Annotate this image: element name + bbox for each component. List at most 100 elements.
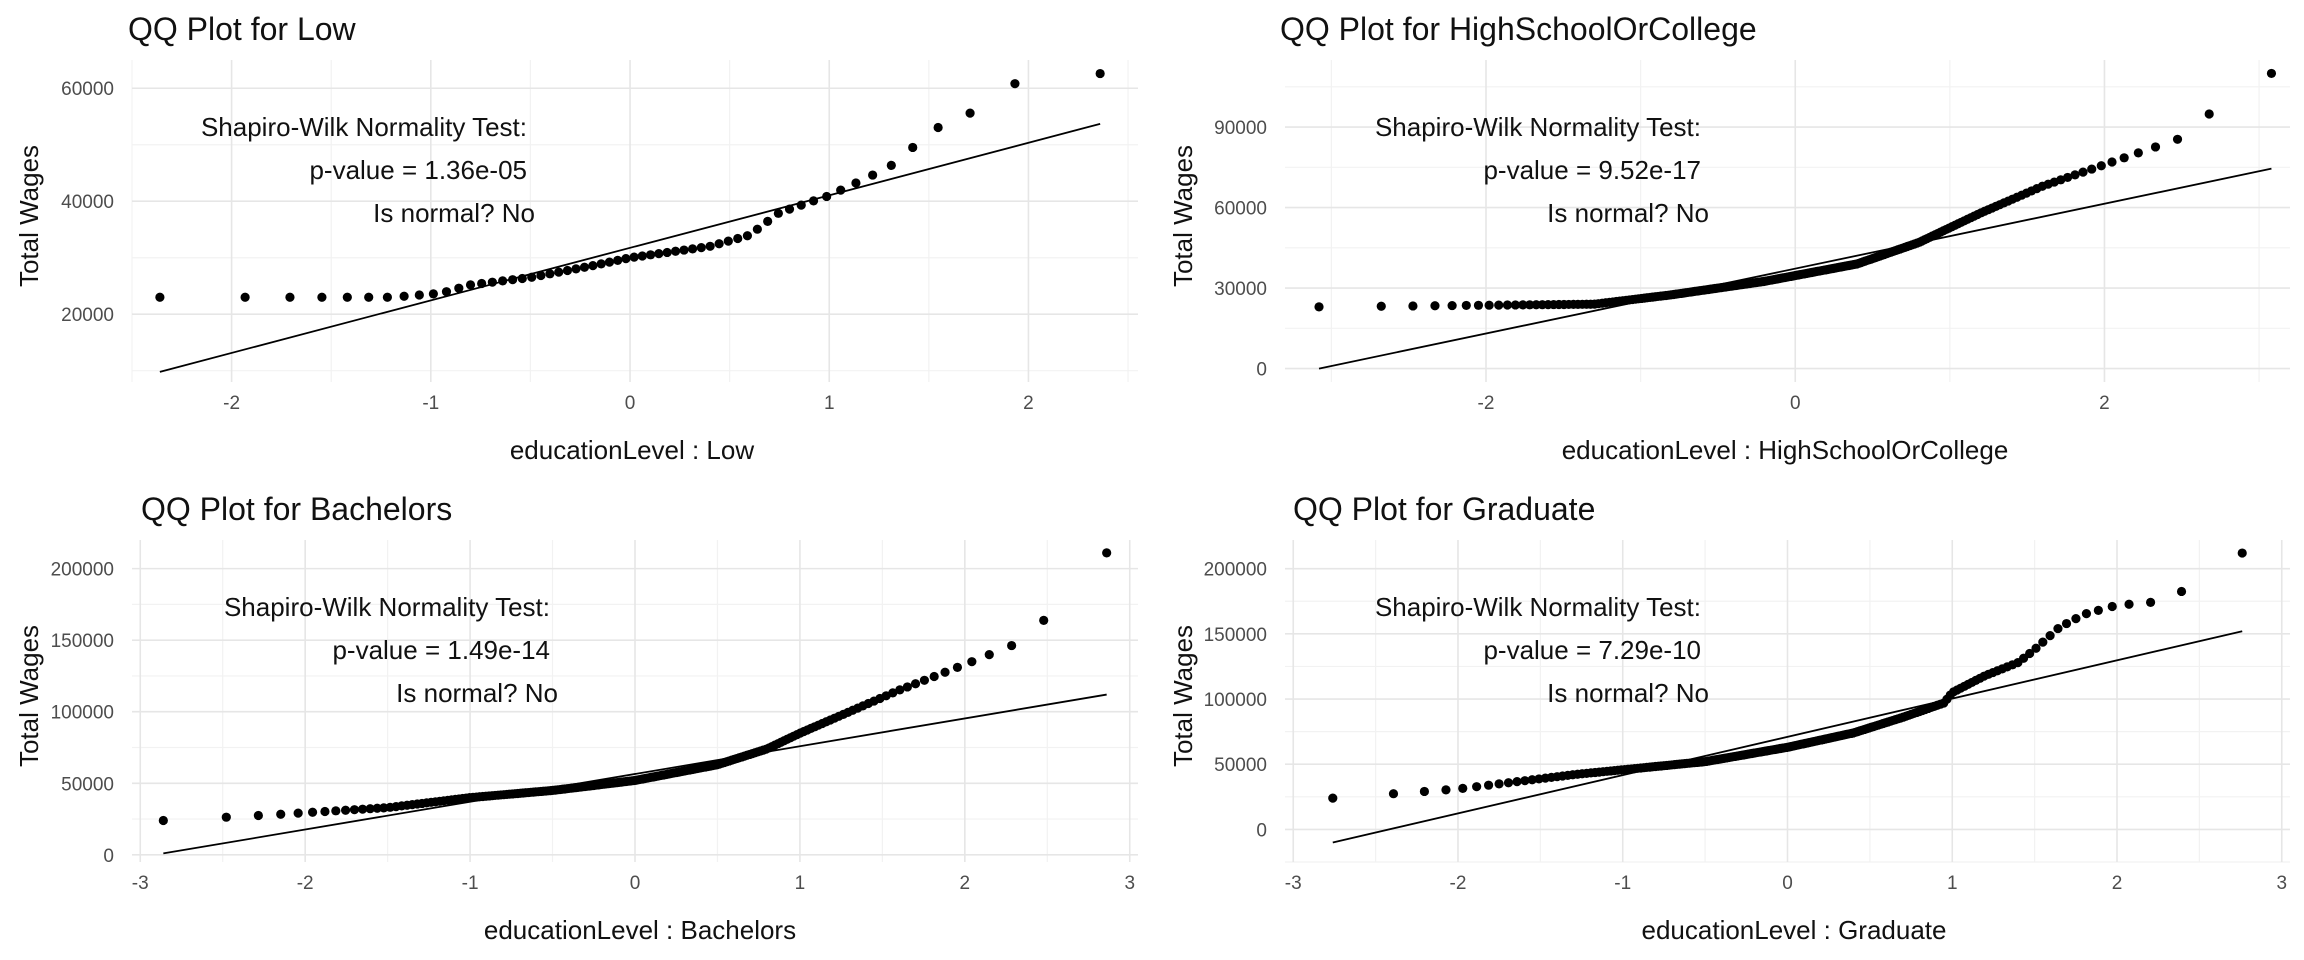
qq-point bbox=[1458, 783, 1468, 794]
qq-point bbox=[895, 685, 905, 695]
qq-point bbox=[1502, 300, 1513, 310]
qq-point bbox=[441, 287, 452, 297]
qq-point bbox=[886, 160, 896, 170]
qq-point bbox=[554, 267, 564, 277]
qq-point bbox=[2145, 597, 2156, 607]
qq-point bbox=[2107, 157, 2117, 167]
qq-point bbox=[629, 252, 639, 262]
annotation-is-normal: Is normal? No bbox=[1547, 198, 1709, 228]
qq-point bbox=[965, 108, 975, 118]
qq-point bbox=[929, 671, 939, 682]
annotation-p-value: p-value = 9.52e-17 bbox=[1483, 155, 1701, 185]
annotation-test-name: Shapiro-Wilk Normality Test: bbox=[1375, 112, 1701, 142]
qq-point bbox=[1419, 786, 1430, 797]
annotation-test-name: Shapiro-Wilk Normality Test: bbox=[1375, 592, 1701, 622]
y-axis-title: Total Wages bbox=[14, 625, 44, 767]
qq-point bbox=[1503, 778, 1514, 788]
panel-low: -2 -1 0 1 2 20000 40000 60000 QQ Plot for Low T… bbox=[14, 11, 1138, 465]
x-tick-label: 3 bbox=[1124, 873, 1135, 894]
x-tick-label: 2 bbox=[2099, 393, 2110, 414]
y-tick-label: 200000 bbox=[51, 560, 114, 581]
qq-point bbox=[2150, 142, 2161, 152]
qq-point bbox=[1441, 785, 1451, 795]
y-tick-label: 20000 bbox=[61, 305, 114, 326]
qq-point bbox=[967, 657, 977, 667]
x-tick-label: -1 bbox=[422, 393, 439, 414]
qq-point bbox=[508, 275, 518, 285]
qq-point bbox=[253, 810, 263, 821]
y-tick-label: 50000 bbox=[1214, 755, 1267, 776]
qq-point bbox=[2081, 609, 2092, 619]
qq-point bbox=[465, 280, 476, 290]
annotation-p-value: p-value = 7.29e-10 bbox=[1483, 635, 1701, 665]
y-tick-label: 60000 bbox=[1214, 199, 1267, 220]
qq-point bbox=[621, 253, 631, 264]
qq-point bbox=[1512, 777, 1522, 787]
y-tick-label: 150000 bbox=[51, 631, 114, 652]
qq-reference-line bbox=[163, 693, 1107, 855]
qq-point bbox=[1010, 79, 1020, 89]
x-tick-label: 0 bbox=[1790, 393, 1801, 414]
qq-point bbox=[588, 261, 598, 271]
x-tick-label: -2 bbox=[297, 873, 314, 894]
qq-point bbox=[2078, 167, 2088, 177]
qq-point bbox=[2266, 68, 2277, 79]
panel-highschoolorcollege: -2 0 2 0 30000 60000 90000 QQ Plot for HighSch… bbox=[1168, 11, 2290, 465]
qq-point bbox=[536, 270, 546, 281]
qq-point bbox=[1494, 779, 1504, 789]
qq-point bbox=[399, 291, 409, 301]
qq-point bbox=[1328, 793, 1338, 803]
qq-point bbox=[428, 289, 438, 299]
qq-point bbox=[1484, 300, 1494, 310]
annotation-is-normal: Is normal? No bbox=[396, 678, 558, 708]
qq-point bbox=[2204, 109, 2214, 119]
qq-point bbox=[2119, 153, 2129, 163]
x-tick-label: -3 bbox=[132, 873, 149, 894]
qq-point bbox=[723, 236, 733, 246]
qq-point bbox=[604, 257, 615, 267]
plot-area: -2 0 2 0 30000 60000 90000 bbox=[1214, 60, 2290, 414]
panel-bachelors: -3 -2 -1 0 1 2 3 0 50000 100000 150000 200000 QQ Pl… bbox=[14, 491, 1138, 945]
qq-point bbox=[908, 142, 918, 153]
qq-point bbox=[365, 804, 375, 814]
x-tick-label: 0 bbox=[1782, 873, 1793, 894]
panel-title: QQ Plot for HighSchoolOrCollege bbox=[1280, 11, 1757, 47]
annotation-test-name: Shapiro-Wilk Normality Test: bbox=[224, 592, 550, 622]
qq-point bbox=[670, 246, 681, 256]
x-axis-title: educationLevel : HighSchoolOrCollege bbox=[1562, 435, 2009, 465]
qq-point bbox=[364, 292, 374, 302]
qq-point bbox=[940, 667, 950, 677]
qq-point bbox=[952, 662, 963, 673]
qq-point bbox=[571, 264, 581, 274]
y-axis-title: Total Wages bbox=[14, 145, 44, 287]
plot-area: -3 -2 -1 0 1 2 3 0 50000 100000 150000 200000 bbox=[51, 540, 1138, 894]
qq-point bbox=[158, 815, 168, 826]
qq-point bbox=[1510, 300, 1521, 310]
qq-point bbox=[919, 675, 930, 685]
qq-point bbox=[293, 808, 303, 818]
qq-point bbox=[808, 196, 819, 206]
qq-point bbox=[2063, 172, 2073, 183]
qq-point bbox=[2056, 175, 2066, 185]
qq-point bbox=[654, 249, 664, 259]
qq-point bbox=[372, 803, 382, 813]
qq-point bbox=[796, 200, 806, 210]
x-tick-label: -2 bbox=[1450, 873, 1467, 894]
y-tick-label: 60000 bbox=[61, 79, 114, 100]
y-tick-label: 150000 bbox=[1204, 625, 1267, 646]
x-tick-label: 0 bbox=[630, 873, 641, 894]
qq-reference-line bbox=[1332, 630, 2243, 844]
qq-point bbox=[221, 812, 231, 822]
qq-point bbox=[2038, 637, 2048, 647]
qq-point bbox=[1314, 302, 1324, 312]
x-tick-label: 2 bbox=[2112, 873, 2123, 894]
x-tick-label: 3 bbox=[2276, 873, 2287, 894]
qq-point bbox=[240, 292, 250, 302]
qq-point bbox=[2053, 623, 2063, 634]
qq-point bbox=[340, 805, 351, 815]
qq-point bbox=[454, 283, 464, 293]
qq-point bbox=[2031, 643, 2041, 653]
qq-point bbox=[910, 679, 921, 689]
x-axis-title: educationLevel : Low bbox=[510, 435, 755, 465]
